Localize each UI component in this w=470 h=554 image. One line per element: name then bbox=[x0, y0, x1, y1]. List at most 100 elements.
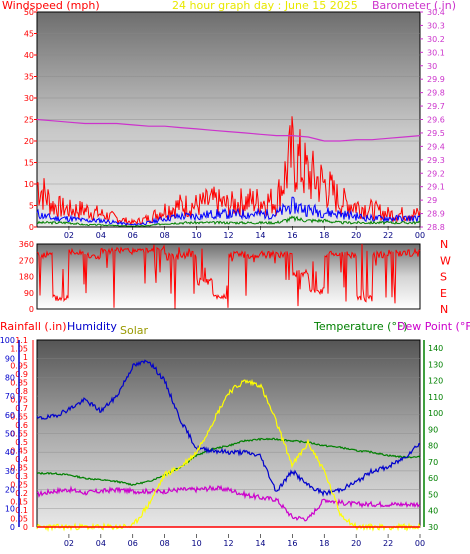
y-tick-label: 1 bbox=[23, 353, 28, 362]
x-tick-label: 22 bbox=[383, 231, 393, 240]
y-tick-label: 20 bbox=[24, 137, 34, 146]
y-tick-label: 45 bbox=[24, 30, 34, 39]
x-tick-label: 02 bbox=[64, 539, 74, 548]
panel1-y-right-ticks: 28.8 28.9 29 29.1 29.2 29.3 29.4 29.5 29.6 29.7 29… bbox=[420, 8, 445, 232]
y-tick-label: 30.2 bbox=[427, 35, 445, 44]
y-tick-label: 30 bbox=[427, 62, 437, 71]
x-tick-label: 00 bbox=[415, 231, 425, 240]
y-tick-label: 0.3 bbox=[15, 472, 28, 481]
y-tick-label: 29.1 bbox=[427, 183, 445, 192]
y-tick-label: 40 bbox=[428, 507, 438, 516]
x-tick-label: 06 bbox=[128, 231, 138, 240]
y-tick-label: 0.7 bbox=[15, 404, 28, 413]
wind-direction-line bbox=[36, 243, 421, 309]
y-tick-label: 90 bbox=[24, 289, 34, 298]
y-tick-label: 0.6 bbox=[15, 421, 28, 430]
y-tick-label: 110 bbox=[428, 393, 443, 402]
y-tick-label: 140 bbox=[428, 344, 443, 353]
x-tick-label: 18 bbox=[319, 539, 329, 548]
x-tick-label: 12 bbox=[223, 539, 233, 548]
y-tick-label: 90 bbox=[428, 425, 438, 434]
x-tick-label: 12 bbox=[223, 231, 233, 240]
windspeed-axis-label: Windspeed (mph) bbox=[2, 0, 100, 12]
y-tick-label: 80 bbox=[428, 442, 438, 451]
panel1-y-left-ticks: 0 5 10 15 20 25 30 35 40 45 50 bbox=[24, 8, 37, 232]
y-tick-label: 0.8 bbox=[15, 387, 28, 396]
solar-axis-label: Solar bbox=[120, 324, 149, 337]
y-tick-label: 50 bbox=[5, 430, 15, 439]
y-tick-label: 30 bbox=[428, 523, 438, 532]
y-tick-label: 28.8 bbox=[427, 223, 445, 232]
y-tick-label: 25 bbox=[24, 116, 34, 125]
y-tick-label: 29.6 bbox=[427, 116, 445, 125]
y-tick-label: 30.4 bbox=[427, 8, 445, 17]
y-tick-label: 20 bbox=[5, 486, 15, 495]
x-tick-label: 16 bbox=[287, 539, 297, 548]
chart-title: 24 hour graph day : June 15 2025 bbox=[172, 0, 358, 12]
y-tick-label: 360 bbox=[19, 240, 34, 249]
y-tick-label: 0.1 bbox=[15, 506, 28, 515]
wind-green-line bbox=[36, 215, 421, 227]
x-tick-label: 20 bbox=[351, 231, 361, 240]
y-tick-label: 29.3 bbox=[427, 156, 445, 165]
y-tick-label: 10 bbox=[24, 180, 34, 189]
x-tick-label: 10 bbox=[191, 539, 201, 548]
y-tick-label: 0.2 bbox=[15, 489, 28, 498]
barometer-axis-label: Barometer (.in) bbox=[372, 0, 456, 12]
y-tick-label: 0.9 bbox=[15, 370, 28, 379]
y-tick-label: 270 bbox=[19, 256, 34, 265]
compass-label: N bbox=[440, 238, 448, 251]
y-tick-label: 29.2 bbox=[427, 169, 445, 178]
y-tick-label: 30 bbox=[24, 94, 34, 103]
y-tick-label: 29.7 bbox=[427, 102, 445, 111]
x-tick-label: 04 bbox=[96, 539, 106, 548]
temperature-axis-label: Temperature (°F) bbox=[313, 320, 408, 333]
windspeed-avg-line bbox=[36, 196, 421, 227]
x-tick-label: 16 bbox=[287, 231, 297, 240]
y-tick-label: 70 bbox=[5, 392, 15, 401]
x-tick-label: 22 bbox=[383, 539, 393, 548]
dewpoint-line bbox=[36, 484, 421, 522]
dewpoint-axis-label: Dew Point (°F) bbox=[397, 320, 470, 333]
temperature-line bbox=[36, 437, 421, 486]
y-tick-label: 90 bbox=[5, 355, 15, 364]
panel1-series bbox=[36, 116, 421, 227]
y-tick-label: 29.9 bbox=[427, 75, 445, 84]
y-tick-label: 40 bbox=[24, 51, 34, 60]
barometer-line bbox=[36, 118, 421, 142]
y-tick-label: 50 bbox=[428, 490, 438, 499]
y-tick-label: 50 bbox=[24, 8, 34, 17]
y-tick-label: 130 bbox=[428, 360, 443, 369]
y-tick-label: 40 bbox=[5, 448, 15, 457]
y-tick-label: 29.4 bbox=[427, 142, 445, 151]
panel3-y-temperature-ticks: 30 40 50 60 70 80 90 100 110 120 130 140 bbox=[423, 340, 443, 532]
x-tick-label: 20 bbox=[351, 539, 361, 548]
x-tick-label: 14 bbox=[255, 539, 265, 548]
y-tick-label: 35 bbox=[24, 73, 34, 82]
y-tick-label: 180 bbox=[19, 273, 34, 282]
windspeed-line bbox=[36, 116, 421, 227]
y-tick-label: 0 bbox=[29, 223, 34, 232]
humidity-line bbox=[36, 359, 420, 498]
y-tick-label: 1.1 bbox=[15, 336, 28, 345]
x-tick-label: 02 bbox=[64, 231, 74, 240]
y-tick-label: 60 bbox=[5, 411, 15, 420]
panel3-x-ticks: 02 04 06 08 10 12 14 16 18 20 22 00 bbox=[64, 534, 425, 548]
y-tick-label: 0.4 bbox=[15, 455, 28, 464]
rainfall-axis-label: Rainfall (.in) bbox=[0, 320, 67, 333]
y-tick-label: 30.3 bbox=[427, 21, 445, 30]
y-tick-label: 80 bbox=[5, 373, 15, 382]
panel2-y-left-ticks: 0 90 180 270 360 bbox=[19, 240, 34, 314]
panel1-grid bbox=[37, 33, 420, 206]
y-tick-label: 100 bbox=[428, 409, 443, 418]
y-tick-label: 100 bbox=[0, 336, 15, 345]
y-tick-label: 0.5 bbox=[15, 438, 28, 447]
x-tick-label: 14 bbox=[255, 231, 265, 240]
panel3-series bbox=[36, 359, 421, 532]
y-tick-label: 30.1 bbox=[427, 48, 445, 57]
y-tick-label: 29.5 bbox=[427, 129, 445, 138]
x-tick-label: 18 bbox=[319, 231, 329, 240]
panel2-series bbox=[36, 243, 421, 309]
